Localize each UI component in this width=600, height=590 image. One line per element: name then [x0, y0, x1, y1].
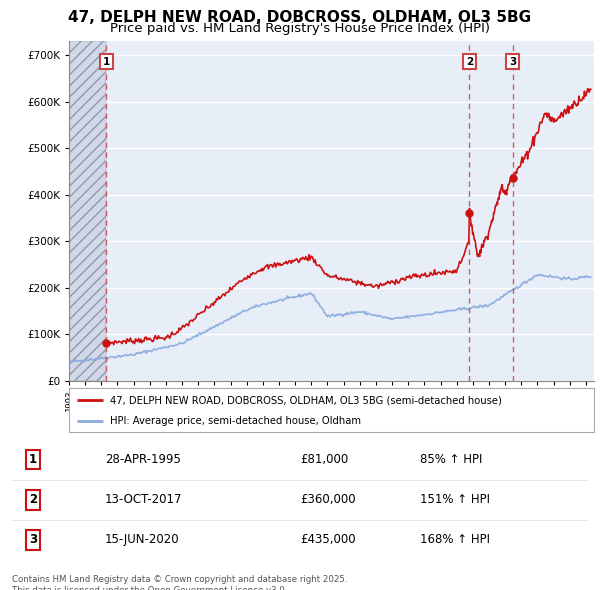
- Text: 3: 3: [509, 57, 516, 67]
- Text: 47, DELPH NEW ROAD, DOBCROSS, OLDHAM, OL3 5BG (semi-detached house): 47, DELPH NEW ROAD, DOBCROSS, OLDHAM, OL…: [110, 395, 502, 405]
- Text: 85% ↑ HPI: 85% ↑ HPI: [420, 453, 482, 466]
- Text: HPI: Average price, semi-detached house, Oldham: HPI: Average price, semi-detached house,…: [110, 416, 361, 426]
- Text: 3: 3: [29, 533, 37, 546]
- Text: 2: 2: [466, 57, 473, 67]
- Text: £435,000: £435,000: [300, 533, 356, 546]
- Text: 1: 1: [103, 57, 110, 67]
- Text: Price paid vs. HM Land Registry's House Price Index (HPI): Price paid vs. HM Land Registry's House …: [110, 22, 490, 35]
- Text: Contains HM Land Registry data © Crown copyright and database right 2025.
This d: Contains HM Land Registry data © Crown c…: [12, 575, 347, 590]
- Text: 2: 2: [29, 493, 37, 506]
- Text: £360,000: £360,000: [300, 493, 356, 506]
- Text: 168% ↑ HPI: 168% ↑ HPI: [420, 533, 490, 546]
- Text: 151% ↑ HPI: 151% ↑ HPI: [420, 493, 490, 506]
- Text: £81,000: £81,000: [300, 453, 348, 466]
- Text: 15-JUN-2020: 15-JUN-2020: [105, 533, 179, 546]
- Text: 1: 1: [29, 453, 37, 466]
- Text: 47, DELPH NEW ROAD, DOBCROSS, OLDHAM, OL3 5BG: 47, DELPH NEW ROAD, DOBCROSS, OLDHAM, OL…: [68, 10, 532, 25]
- Text: 28-APR-1995: 28-APR-1995: [105, 453, 181, 466]
- Text: 13-OCT-2017: 13-OCT-2017: [105, 493, 182, 506]
